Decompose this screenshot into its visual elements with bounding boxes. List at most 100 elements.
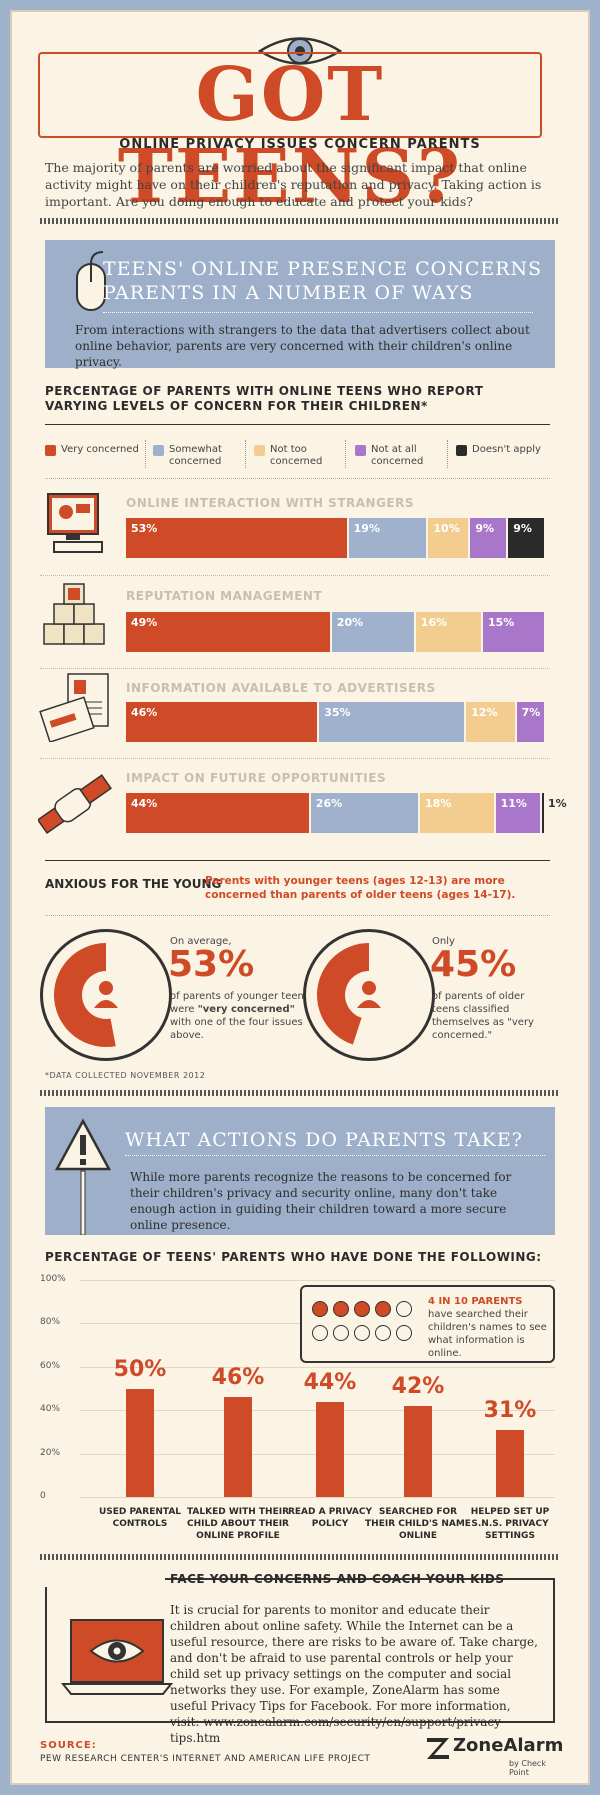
left-pre: On average, <box>170 936 232 947</box>
action-bar-value: 44% <box>303 1369 357 1395</box>
bar-segment: 11% <box>495 793 540 833</box>
person-dot <box>333 1325 349 1341</box>
page-title: GOT TEENS? <box>38 52 542 218</box>
right-percentage: 45% <box>430 944 517 985</box>
pie-slice-45 <box>316 943 369 1045</box>
bar-segment: 1% <box>541 793 567 833</box>
action-category-label: SEARCHED FOR THEIR CHILD'S NAME ONLINE <box>365 1507 471 1541</box>
coach-box <box>45 1578 555 1723</box>
section3-text: It is crucial for parents to monitor and… <box>170 1603 538 1745</box>
section2-text: While more parents recognize the reasons… <box>130 1170 512 1232</box>
bar-value-label: 7% <box>521 706 541 719</box>
callout-box: 4 IN 10 PARENTS have searched their chil… <box>300 1285 555 1363</box>
category-label: INFORMATION AVAILABLE TO ADVERTISERS <box>126 681 436 695</box>
y-tick-label: 0 <box>40 1491 46 1501</box>
person-dot <box>312 1325 328 1341</box>
legend-swatch <box>254 445 265 456</box>
mouse-icon <box>76 251 106 311</box>
divider <box>40 1554 560 1560</box>
action-bar <box>224 1397 252 1497</box>
bar-segment: 15% <box>483 612 544 652</box>
bar-value-label: 16% <box>420 616 448 629</box>
bar-value-label: 10% <box>433 522 460 535</box>
legend-swatch <box>45 445 56 456</box>
concern-chart-title: PERCENTAGE OF PARENTS WITH ONLINE TEENS … <box>45 384 484 413</box>
pie-older-chart <box>316 943 393 1045</box>
section1-text: From interactions with strangers to the … <box>75 323 530 369</box>
bar-value-label: 18% <box>425 797 452 810</box>
profile-documents-icon <box>39 673 109 742</box>
bar-value-label: 11% <box>500 797 527 810</box>
bar-value-label: 49% <box>131 616 158 629</box>
legend-swatch <box>456 445 467 456</box>
person-dot <box>396 1301 412 1317</box>
bar-segment: 9% <box>470 518 507 558</box>
y-tick-label: 20% <box>40 1447 61 1458</box>
category-label: IMPACT ON FUTURE OPPORTUNITIES <box>126 771 387 785</box>
bar-segment: 44% <box>126 793 309 833</box>
bar-segment: 12% <box>466 702 515 742</box>
intro-text: The majority of parents are worried abou… <box>45 160 542 209</box>
category-label: REPUTATION MANAGEMENT <box>126 589 323 603</box>
bar-segment: 46% <box>126 702 318 742</box>
callout-text: 4 IN 10 PARENTS have searched their chil… <box>428 1296 547 1359</box>
right-description: of parents of older teens classified the… <box>432 991 534 1041</box>
bar-value-label: 53% <box>131 522 158 535</box>
page-subtitle: ONLINE PRIVACY ISSUES CONCERN PARENTS <box>119 137 481 152</box>
bar-segment: 19% <box>348 518 427 558</box>
y-tick-label: 40% <box>40 1404 61 1415</box>
divider <box>103 312 533 313</box>
bar-value-label: 20% <box>336 616 364 629</box>
bar-value-label: 46% <box>131 706 158 719</box>
action-bar <box>316 1401 344 1497</box>
category-label: ONLINE INTERACTION WITH STRANGERS <box>126 496 415 510</box>
right-pre: Only <box>432 936 455 947</box>
person-dot <box>312 1301 328 1317</box>
person-dot <box>375 1301 391 1317</box>
action-category-label: HELPED SET UP S.N.S. PRIVACY SETTINGS <box>470 1507 550 1541</box>
pie-younger-teens <box>40 929 172 1061</box>
section2-title: WHAT ACTIONS DO PARENTS TAKE? <box>125 1129 523 1151</box>
bar-segment: 20% <box>331 612 414 652</box>
person-dot <box>396 1325 412 1341</box>
bar-segment: 9% <box>508 518 544 558</box>
action-category-label: TALKED WITH THEIR CHILD ABOUT THEIR ONLI… <box>186 1507 290 1541</box>
source-label: SOURCE: <box>40 1740 97 1751</box>
bar-segment: 26% <box>310 793 418 833</box>
computer-icon <box>47 493 103 553</box>
y-tick-label: 60% <box>40 1360 61 1371</box>
laptop-eye-icon <box>61 1619 173 1695</box>
pie-younger-chart <box>53 943 130 1047</box>
y-tick-label: 80% <box>40 1317 61 1328</box>
bar-value-label: 26% <box>315 797 343 810</box>
section-actions-box: WHAT ACTIONS DO PARENTS TAKE? While more… <box>45 1107 555 1235</box>
section3-title: FACE YOUR CONCERNS AND COACH YOUR KIDS <box>170 1572 505 1586</box>
action-bar <box>404 1405 432 1497</box>
person-dot <box>354 1301 370 1317</box>
anxious-text: Parents with younger teens (ages 12-13) … <box>205 875 516 901</box>
bar-value-label: 9% <box>513 522 532 535</box>
section1-title-line1: TEENS' ONLINE PRESENCE CONCERNS <box>103 258 543 280</box>
action-bar <box>126 1388 154 1497</box>
action-category-label: USED PARENTAL CONTROLS <box>98 1507 182 1529</box>
bar-segment: 10% <box>428 518 469 558</box>
action-bar <box>496 1429 524 1497</box>
divider <box>45 424 550 425</box>
y-tick-label: 100% <box>40 1274 66 1284</box>
bar-segment: 53% <box>126 518 347 558</box>
section-concerns-box: TEENS' ONLINE PRESENCE CONCERNS PARENTS … <box>45 240 555 369</box>
action-category-label: READ A PRIVACY POLICY <box>287 1507 373 1529</box>
bar-value-label: 35% <box>324 706 351 719</box>
legend-swatch <box>153 445 164 456</box>
divider <box>40 1090 560 1096</box>
bar-value-label: 44% <box>131 797 158 810</box>
section1-title-line2: PARENTS IN A NUMBER OF WAYS <box>103 282 474 304</box>
legend-swatch <box>355 445 366 456</box>
bar-value-label: 1% <box>547 797 567 810</box>
left-percentage: 53% <box>168 944 255 985</box>
bar-value-label: 9% <box>475 522 495 535</box>
pie-older-teens <box>303 929 435 1061</box>
divider <box>45 860 550 861</box>
action-bar-value: 46% <box>211 1365 265 1391</box>
bar-segment: 18% <box>420 793 494 833</box>
